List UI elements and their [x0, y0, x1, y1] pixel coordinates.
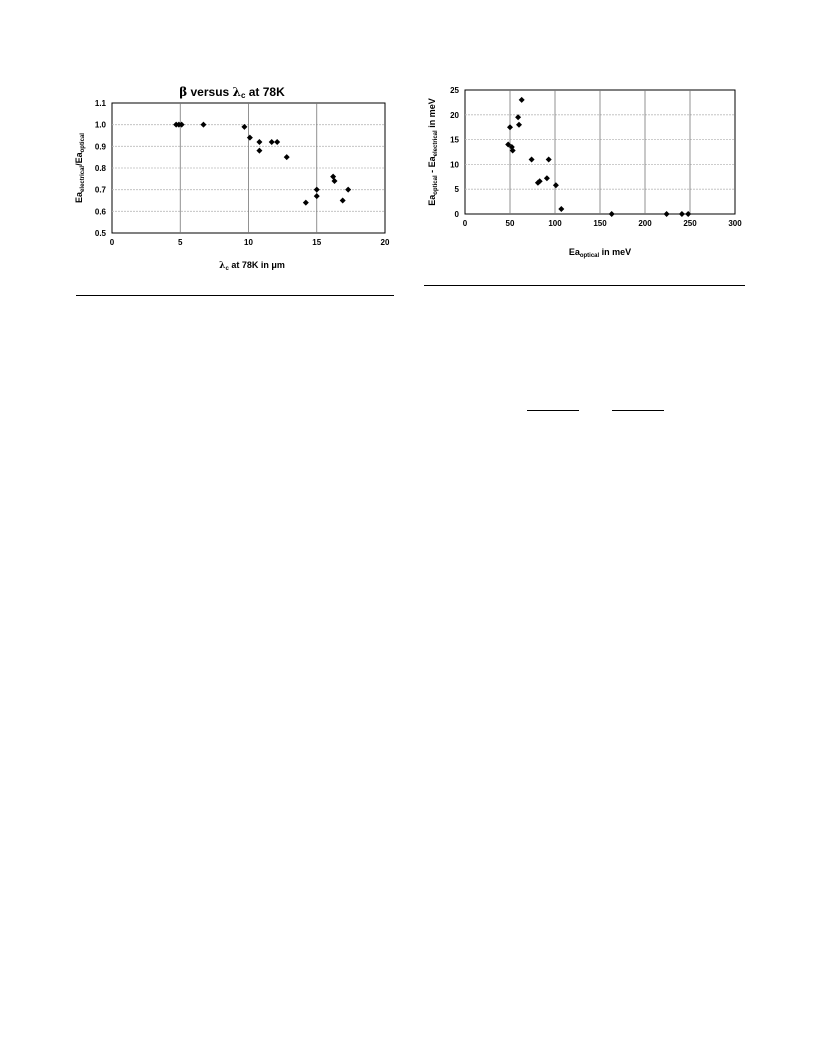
data-point — [534, 179, 541, 186]
data-point — [518, 96, 525, 103]
title-lambda-sub: c — [241, 91, 246, 100]
x-tick-label: 250 — [683, 219, 697, 228]
data-points — [173, 121, 352, 206]
data-point — [516, 121, 522, 128]
data-point — [302, 199, 309, 206]
ylabel-ea1: Ea — [427, 194, 437, 206]
ylabel-rest: in meV — [427, 98, 437, 130]
grid-lines — [112, 103, 385, 233]
x-tick-label: 50 — [506, 219, 515, 228]
y-tick-label: 15 — [450, 136, 459, 145]
data-point — [509, 147, 516, 154]
xlabel-sub: c — [225, 266, 229, 272]
x-tick-labels: 0 5 10 15 20 — [110, 238, 390, 247]
data-point — [241, 123, 248, 130]
data-point — [256, 147, 263, 154]
y-axis-label: Eaoptical - Eaelectrical in meV — [427, 98, 439, 205]
data-point — [246, 134, 253, 141]
data-point — [685, 211, 692, 217]
data-point — [678, 211, 685, 217]
fraction-rule-2 — [612, 410, 664, 411]
y-tick-label: 0.5 — [95, 229, 107, 238]
y-tick-label: 0.7 — [95, 186, 107, 195]
data-point — [256, 139, 263, 145]
data-point — [178, 121, 185, 128]
grid-lines — [465, 90, 735, 214]
data-point — [663, 211, 670, 217]
x-tick-label: 150 — [593, 219, 607, 228]
data-point — [274, 139, 281, 145]
ylabel-ea1: Ea — [74, 191, 84, 203]
x-tick-label: 100 — [548, 219, 562, 228]
y-tick-label: 20 — [450, 111, 459, 120]
data-point — [543, 175, 550, 182]
x-tick-label: 0 — [463, 219, 468, 228]
data-point — [313, 193, 320, 200]
chart-title: β versus λc at 78K — [179, 85, 285, 100]
ylabel-optical: optical — [433, 175, 439, 195]
x-tick-label: 5 — [178, 238, 183, 247]
xlabel-optical: optical — [580, 253, 600, 259]
title-beta: β — [179, 85, 187, 99]
data-point — [268, 139, 275, 145]
data-point — [331, 178, 338, 184]
x-tick-label: 20 — [381, 238, 390, 247]
xlabel-ea: Ea — [569, 247, 581, 257]
ylabel-optical: optical — [80, 133, 86, 153]
y-tick-label: 0.8 — [95, 164, 107, 173]
title-rest: at 78K — [245, 85, 285, 99]
xlabel-rest: in meV — [599, 247, 631, 257]
x-axis-label: λc at 78K in μm — [219, 260, 285, 272]
fraction-rule-1 — [527, 410, 579, 411]
title-versus: versus — [187, 85, 232, 99]
ylabel-electrical: electrical — [80, 166, 86, 192]
y-tick-label: 0.9 — [95, 142, 107, 151]
data-point — [545, 156, 552, 163]
energy-difference-chart: 0 50 100 150 200 250 300 0 5 10 15 20 25 Eaoptical … — [427, 86, 742, 259]
data-point — [313, 186, 320, 193]
y-tick-label: 5 — [455, 185, 460, 194]
data-points — [505, 96, 692, 217]
beta-vs-lambda-chart: 0 5 10 15 20 0.5 0.6 0.7 0.8 0.9 1.0 1.1 β versus … — [74, 85, 390, 272]
ylabel-minus-ea: - Ea — [427, 155, 437, 175]
separator-rule-left — [76, 295, 394, 296]
y-tick-label: 10 — [450, 160, 459, 169]
y-tick-label: 0.6 — [95, 207, 107, 216]
data-point — [345, 186, 352, 193]
data-point — [507, 124, 513, 131]
y-tick-labels: 0.5 0.6 0.7 0.8 0.9 1.0 1.1 — [95, 99, 107, 238]
x-tick-label: 0 — [110, 238, 115, 247]
data-point — [505, 141, 512, 148]
data-point — [528, 156, 535, 163]
data-point — [558, 206, 565, 213]
x-tick-label: 300 — [728, 219, 742, 228]
x-axis-label: Eaoptical in meV — [569, 247, 631, 259]
y-tick-labels: 0 5 10 15 20 25 — [450, 86, 459, 219]
data-point — [339, 197, 346, 204]
x-tick-label: 10 — [244, 238, 253, 247]
x-tick-labels: 0 50 100 150 200 250 300 — [463, 219, 742, 228]
ylabel-electrical: electrical — [433, 130, 439, 156]
title-lambda: λ — [233, 85, 241, 99]
y-axis-label: Eaelectrical/Eaoptical — [74, 133, 86, 203]
xlabel-rest: at 78K in μm — [229, 260, 285, 270]
x-tick-label: 200 — [638, 219, 652, 228]
xlabel-lambda: λ — [219, 261, 225, 271]
x-tick-label: 15 — [312, 238, 321, 247]
y-tick-label: 0 — [455, 210, 460, 219]
data-point — [283, 154, 290, 161]
separator-rule-right — [424, 285, 745, 286]
data-point — [536, 178, 543, 185]
y-tick-label: 25 — [450, 86, 459, 95]
data-point — [515, 114, 522, 121]
y-tick-label: 1.1 — [95, 99, 107, 108]
data-point — [552, 182, 559, 189]
ylabel-ea2: /Ea — [74, 151, 84, 166]
data-point — [200, 121, 207, 128]
y-tick-label: 1.0 — [95, 121, 107, 130]
data-point — [608, 211, 615, 217]
